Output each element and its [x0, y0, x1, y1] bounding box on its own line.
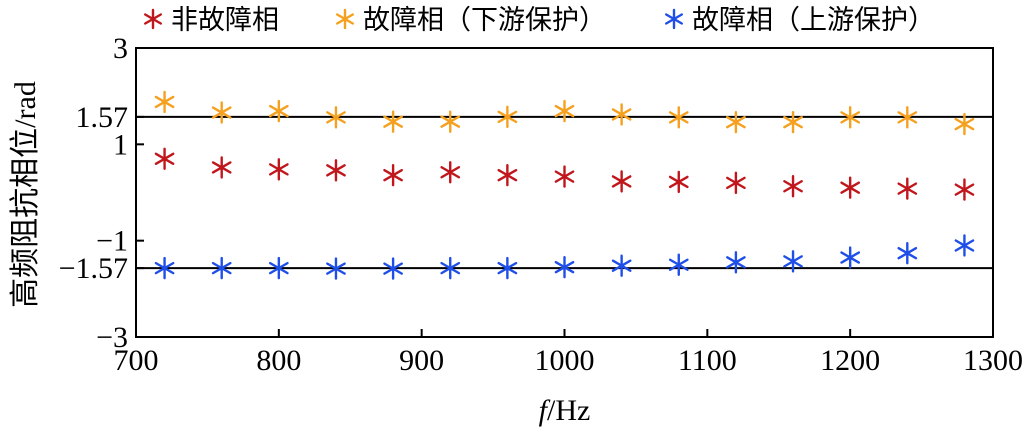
data-point — [783, 250, 803, 273]
series-layer — [154, 90, 975, 280]
legend-item: 非故障相 — [144, 5, 279, 36]
data-point — [554, 99, 575, 123]
data-point — [326, 159, 346, 182]
plot-frame — [135, 47, 994, 338]
data-point — [897, 177, 918, 200]
data-point — [954, 178, 975, 201]
data-point — [840, 176, 861, 199]
data-point — [726, 171, 746, 195]
legend-label: 故障相（上游保护） — [692, 5, 935, 36]
data-point — [783, 110, 803, 134]
data-point — [554, 255, 575, 279]
data-point — [726, 110, 746, 134]
y-axis-title: 高频阻抗相位/rad — [9, 81, 42, 308]
data-point — [611, 170, 632, 193]
x-axis-title-unit: /Hz — [547, 394, 590, 427]
data-point — [211, 101, 232, 124]
y-tick-label: −1.57 — [59, 252, 128, 285]
x-tick-label: 1000 — [535, 344, 595, 377]
legend-marker — [144, 8, 162, 30]
x-axis: 700 800 900 1000 1100 1200 1300 — [114, 329, 1023, 377]
data-point — [611, 103, 632, 126]
data-point — [211, 156, 232, 179]
legend-label: 非故障相 — [171, 5, 279, 36]
y-axis: 3 1.571 −1−1.57 −3 — [59, 32, 144, 354]
data-point — [783, 175, 803, 198]
legend-marker — [336, 8, 354, 30]
data-point — [840, 246, 861, 269]
data-point — [383, 110, 403, 133]
data-point — [497, 105, 518, 129]
data-point — [954, 112, 975, 136]
data-point — [668, 106, 689, 129]
data-point — [440, 256, 461, 280]
data-point — [268, 256, 289, 280]
data-point — [268, 99, 289, 123]
data-point — [497, 163, 518, 187]
data-point — [440, 161, 461, 184]
data-point — [383, 163, 403, 187]
data-point — [326, 257, 346, 280]
data-point — [268, 158, 289, 181]
data-point — [497, 256, 518, 280]
data-point — [840, 106, 861, 129]
y-tick-label: −3 — [96, 321, 128, 354]
legend-label: 故障相（下游保护） — [363, 5, 606, 36]
y-tick-label: 3 — [113, 32, 128, 65]
x-axis-title: f/Hz — [539, 394, 591, 427]
legend-item: 故障相（下游保护） — [336, 5, 606, 36]
data-point — [668, 253, 689, 276]
y-tick-label: 1.57 — [76, 101, 129, 134]
x-tick-label: 1200 — [820, 344, 880, 377]
data-point — [154, 90, 175, 114]
reference-lines — [136, 115, 993, 270]
data-point — [383, 257, 403, 280]
data-point — [440, 110, 461, 133]
legend: 非故障相 故障相（下游保护） 故障相（上游保护） — [144, 5, 935, 36]
data-point — [611, 254, 632, 277]
data-point — [554, 165, 575, 188]
data-point — [726, 251, 746, 274]
legend-item: 故障相（上游保护） — [665, 5, 935, 36]
data-point — [211, 256, 232, 280]
y-tick-label: 1 — [113, 128, 128, 161]
data-point — [897, 106, 918, 129]
y-tick-label: −1 — [96, 225, 128, 258]
legend-marker — [665, 8, 683, 30]
series-1 — [154, 147, 975, 201]
data-point — [326, 106, 346, 129]
x-tick-label: 700 — [114, 344, 159, 377]
x-tick-label: 800 — [256, 344, 301, 377]
series-2 — [154, 90, 975, 136]
x-tick-label: 1300 — [963, 344, 1023, 377]
x-tick-label: 1100 — [678, 344, 737, 377]
x-tick-label: 900 — [399, 344, 444, 377]
data-point — [154, 147, 175, 170]
data-point — [897, 241, 918, 265]
series-3 — [154, 234, 975, 280]
data-point — [954, 234, 975, 257]
data-point — [668, 170, 689, 194]
data-point — [154, 256, 175, 280]
